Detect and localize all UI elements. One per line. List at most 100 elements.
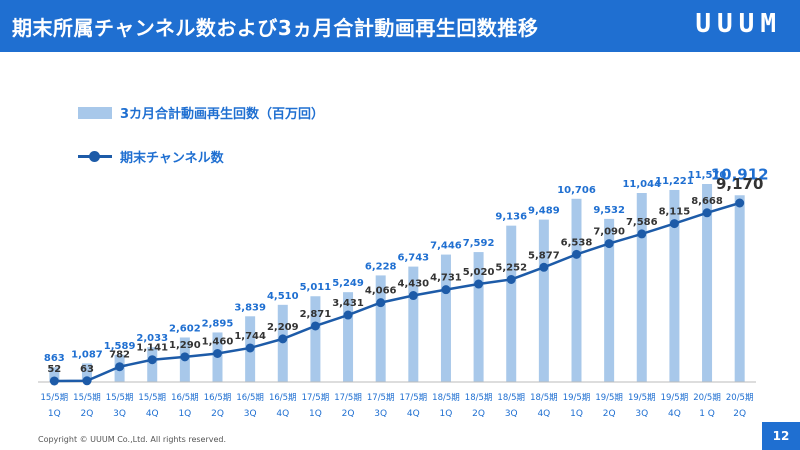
line-point: [735, 198, 745, 208]
line-value-label: 63: [80, 364, 94, 375]
line-value-label: 2,871: [300, 309, 332, 320]
bar: [669, 189, 680, 382]
page-title: 期末所属チャンネル数および3ヵ月合計動画再生回数推移: [12, 16, 539, 40]
line-value-label: 4,066: [365, 286, 397, 297]
x-tick-label-quarter: 2Q: [211, 409, 224, 419]
line-point: [572, 249, 581, 259]
legend-line-label: 期末チャンネル数: [120, 151, 224, 166]
bar: [310, 296, 321, 382]
legend-line-marker: [89, 151, 100, 162]
bar-value-label: 1,589: [104, 341, 136, 352]
x-tick-label-quarter: 1Q: [48, 409, 61, 419]
company-logo: UUUM: [695, 9, 782, 39]
x-tick-label-year: 18/5期: [465, 393, 493, 403]
copyright-text: Copyright © UUUM Co.,Ltd. All rights res…: [38, 435, 227, 444]
bar-value-label: 5,249: [332, 278, 364, 289]
bar: [49, 367, 60, 382]
x-tick-label-quarter: 1Q: [309, 409, 322, 419]
bar-value-label: 863: [44, 353, 65, 364]
bar-value-label: 7,446: [430, 241, 462, 252]
line-point: [147, 355, 157, 365]
x-tick-label-quarter: 4Q: [668, 409, 681, 419]
line-value-label: 5,020: [463, 267, 495, 278]
x-tick-label-year: 20/5期: [726, 393, 754, 403]
line-value-label: 5,877: [528, 250, 560, 261]
line-point: [310, 321, 320, 331]
bar-value-label: 10,912: [711, 165, 769, 183]
x-tick-label-year: 16/5期: [236, 393, 264, 403]
x-tick-label-year: 17/5期: [334, 393, 362, 403]
line-value-label: 52: [47, 364, 61, 375]
bar: [81, 363, 92, 382]
bar-value-label: 9,489: [528, 206, 560, 217]
bar-value-label: 11,044: [622, 179, 661, 190]
x-tick-label-year: 18/5期: [530, 393, 558, 403]
bar-value-label: 4,510: [267, 291, 299, 302]
line-point: [539, 262, 549, 272]
x-tick-label-year: 20/5期: [693, 393, 721, 403]
x-tick-label-year: 17/5期: [400, 393, 428, 403]
x-tick-label-quarter: 1 Q: [699, 409, 715, 419]
bar-value-label: 2,895: [202, 318, 234, 329]
x-tick-label-quarter: 2Q: [342, 409, 355, 419]
legend-bar-swatch: [78, 106, 112, 119]
bar: [604, 218, 615, 382]
x-tick-label-year: 18/5期: [497, 393, 525, 403]
line-point: [441, 285, 451, 295]
line-point: [637, 229, 647, 239]
x-tick-label-quarter: 2Q: [472, 409, 485, 419]
line-point: [702, 208, 712, 218]
line-point: [180, 352, 190, 362]
line-value-label: 9,170: [716, 175, 763, 193]
x-tick-label-year: 19/5期: [595, 393, 623, 403]
legend-bar-entry: 3カ月合計動画再生回数（百万回）: [78, 103, 324, 122]
line-value-label: 1,141: [136, 343, 168, 354]
x-tick-label-year: 15/5期: [73, 393, 101, 403]
legend-line-swatch: [78, 151, 112, 162]
line-value-label: 782: [109, 350, 130, 361]
line-value-label: 2,209: [267, 322, 299, 333]
line-value-label: 4,731: [430, 273, 462, 284]
bar: [538, 219, 549, 382]
x-tick-label-year: 19/5期: [628, 393, 656, 403]
bar-value-label: 7,592: [463, 238, 495, 249]
line-value-label: 1,744: [234, 331, 266, 342]
line-value-label: 8,115: [659, 207, 691, 218]
page-number: 12: [762, 422, 800, 450]
channel-series-line: [54, 201, 741, 383]
line-point: [376, 298, 386, 308]
bar: [277, 304, 288, 382]
bar-value-label: 9,532: [593, 205, 625, 216]
line-value-label: 1,460: [202, 337, 234, 348]
line-point: [669, 219, 679, 229]
header-bar: 期末所属チャンネル数および3ヵ月合計動画再生回数推移 UUUM: [0, 0, 800, 52]
x-tick-label-quarter: 2Q: [733, 409, 746, 419]
x-tick-label-quarter: 1Q: [570, 409, 583, 419]
bar-value-label: 11,570: [688, 170, 727, 181]
bar-value-label: 2,033: [136, 333, 168, 344]
x-tick-label-quarter: 2Q: [81, 409, 94, 419]
x-tick-label-quarter: 1Q: [440, 409, 453, 419]
x-tick-label-year: 16/5期: [269, 393, 297, 403]
line-point: [49, 376, 59, 386]
x-tick-label-quarter: 3Q: [635, 409, 648, 419]
line-value-label: 7,090: [593, 227, 625, 238]
bar: [408, 266, 419, 382]
x-tick-label-quarter: 4Q: [537, 409, 550, 419]
bar-value-label: 9,136: [495, 212, 527, 223]
line-value-label: 6,538: [561, 237, 593, 248]
x-tick-label-year: 19/5期: [563, 393, 591, 403]
line-value-label: 3,431: [332, 298, 364, 309]
bar: [147, 347, 158, 382]
x-tick-label-quarter: 3Q: [505, 409, 518, 419]
x-tick-label-quarter: 3Q: [374, 409, 387, 419]
line-value-label: 5,252: [495, 262, 527, 273]
line-value-label: 1,290: [169, 340, 201, 351]
x-tick-label-year: 15/5期: [138, 393, 166, 403]
legend-line-entry: 期末チャンネル数: [78, 147, 224, 166]
x-tick-label-quarter: 3Q: [244, 409, 257, 419]
bar: [636, 193, 647, 382]
x-tick-label-quarter: 4Q: [146, 409, 159, 419]
line-point: [408, 291, 418, 301]
